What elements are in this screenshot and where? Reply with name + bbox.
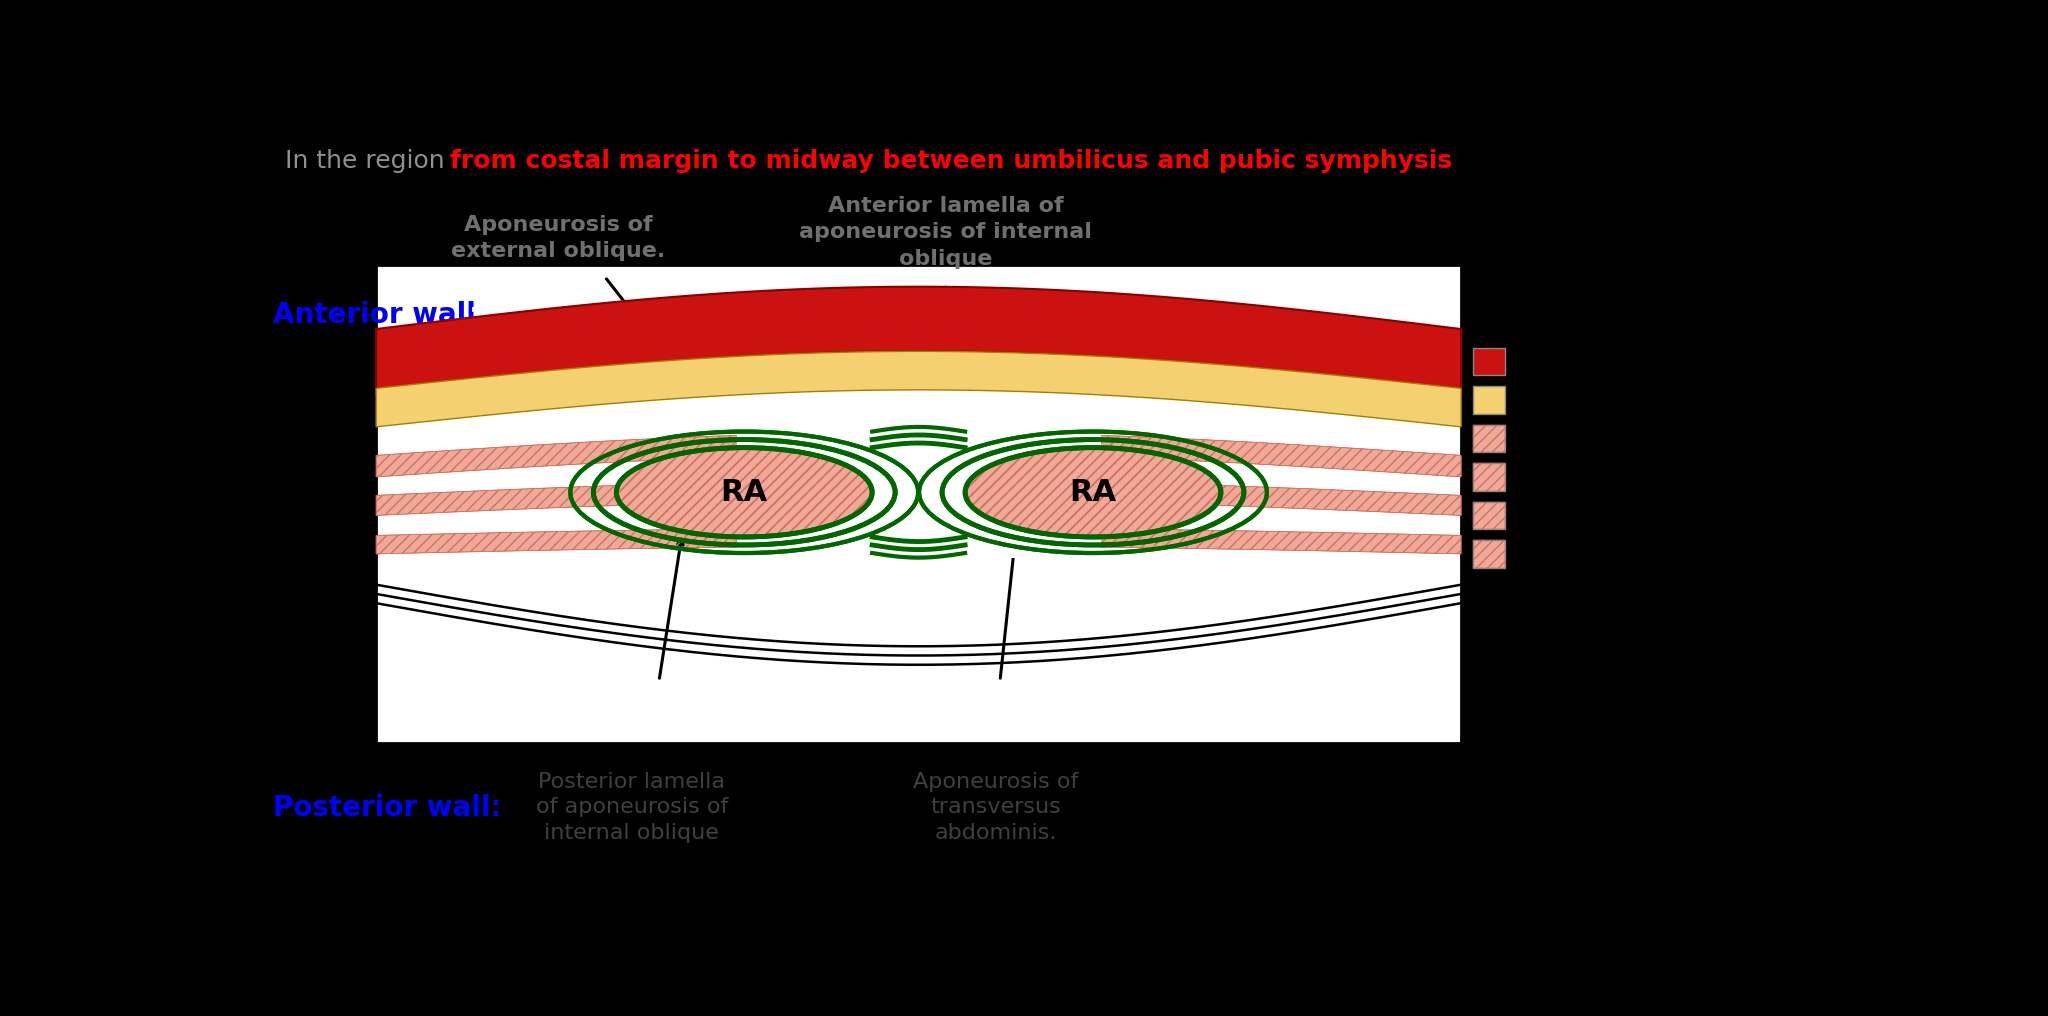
Ellipse shape bbox=[965, 448, 1221, 536]
Text: In the region: In the region bbox=[285, 149, 453, 173]
Ellipse shape bbox=[965, 448, 1221, 536]
Bar bbox=[1473, 425, 1505, 452]
Polygon shape bbox=[377, 527, 1460, 554]
Polygon shape bbox=[377, 480, 1460, 515]
Polygon shape bbox=[377, 287, 1460, 394]
Text: E: E bbox=[1513, 429, 1528, 448]
Ellipse shape bbox=[616, 448, 872, 536]
Bar bbox=[1473, 463, 1505, 491]
Bar bbox=[1473, 541, 1505, 568]
Ellipse shape bbox=[969, 448, 1219, 536]
Bar bbox=[1473, 502, 1505, 529]
Bar bbox=[1473, 386, 1505, 414]
Text: Posterior wall:: Posterior wall: bbox=[272, 793, 502, 822]
Ellipse shape bbox=[618, 448, 870, 536]
Text: Aponeurosis of
external oblique.: Aponeurosis of external oblique. bbox=[451, 215, 666, 261]
Text: S: S bbox=[1513, 352, 1528, 372]
Text: P: P bbox=[1513, 544, 1530, 564]
Bar bbox=[1473, 502, 1505, 529]
Text: Posterior lamella
of aponeurosis of
internal oblique: Posterior lamella of aponeurosis of inte… bbox=[537, 772, 727, 843]
Text: Anterior wall: Anterior wall bbox=[272, 301, 475, 329]
Text: RA: RA bbox=[721, 478, 768, 507]
Ellipse shape bbox=[616, 448, 872, 536]
Text: Anterior lamella of
aponeurosis of internal
oblique: Anterior lamella of aponeurosis of inter… bbox=[799, 196, 1092, 268]
Text: Aponeurosis of
transversus
abdominis.: Aponeurosis of transversus abdominis. bbox=[913, 772, 1079, 843]
Bar bbox=[1473, 347, 1505, 375]
Bar bbox=[1473, 463, 1505, 491]
Text: :: : bbox=[469, 301, 479, 329]
Polygon shape bbox=[377, 352, 1460, 427]
Text: from costal margin to midway between umbilicus and pubic symphysis: from costal margin to midway between umb… bbox=[451, 149, 1452, 173]
Polygon shape bbox=[377, 432, 1460, 477]
Bar bbox=[737, 427, 1100, 558]
Bar bbox=[377, 265, 1460, 743]
Bar bbox=[1473, 425, 1505, 452]
Text: T: T bbox=[1513, 505, 1528, 525]
Text: I: I bbox=[1513, 467, 1522, 487]
Text: S: S bbox=[1513, 390, 1528, 409]
Text: RA: RA bbox=[1069, 478, 1116, 507]
Bar bbox=[1473, 541, 1505, 568]
